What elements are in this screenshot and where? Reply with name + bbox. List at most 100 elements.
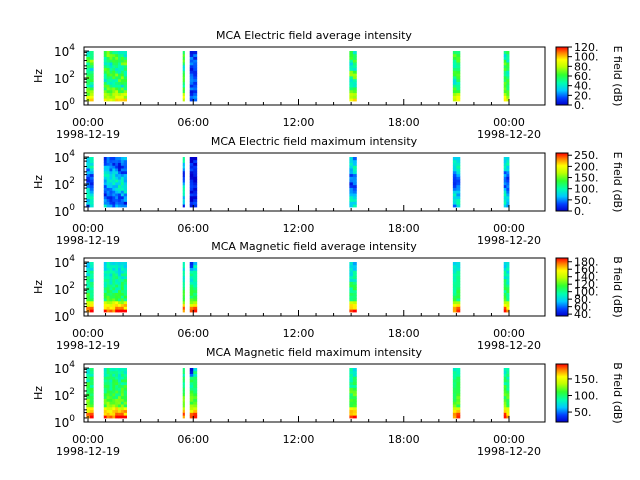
- spectrogram-cell: [189, 264, 194, 268]
- x-tick-label: 12:00: [283, 116, 315, 129]
- spectrogram-cell: [506, 390, 510, 394]
- spectrogram-cell: [115, 198, 119, 202]
- spectrogram-cell: [503, 201, 507, 205]
- spectrogram-cell: [352, 204, 357, 208]
- spectrogram-cell: [452, 64, 457, 69]
- spectrogram-cell: [352, 64, 357, 69]
- spectrogram-cell: [123, 300, 127, 305]
- spectrogram-cell: [89, 300, 94, 305]
- colorbar-tick-label: 0.: [574, 205, 585, 218]
- spectrogram-cell: [352, 292, 357, 296]
- spectrogram-cell: [182, 373, 185, 377]
- spectrogram-cell: [109, 159, 113, 163]
- spectrogram-cell: [193, 89, 198, 94]
- spectrogram-cell: [349, 387, 354, 391]
- spectrogram-cell: [503, 406, 507, 411]
- spectrogram-cell: [103, 368, 108, 372]
- spectrogram-cell: [89, 187, 94, 191]
- spectrogram-cell: [452, 404, 457, 408]
- spectrogram-cell: [452, 73, 457, 77]
- spectrogram-cell: [103, 384, 108, 388]
- spectrogram-cell: [115, 284, 119, 288]
- spectrogram-cell: [503, 298, 507, 302]
- spectrogram-cell: [193, 401, 198, 405]
- spectrogram-cell: [120, 281, 125, 285]
- y-tick-exponent: 4: [69, 149, 75, 159]
- spectrogram-cell: [452, 412, 457, 416]
- spectrogram-cell: [118, 395, 122, 399]
- spectrogram-cell: [503, 292, 507, 296]
- spectrogram-cell: [89, 267, 94, 271]
- spectrogram-cell: [182, 182, 185, 186]
- spectrogram-cell: [86, 95, 91, 99]
- spectrogram-cell: [103, 387, 108, 391]
- spectrogram-cell: [89, 376, 94, 380]
- spectrogram-cell: [506, 381, 510, 386]
- y-axis-label: Hz: [32, 69, 45, 83]
- spectrogram-cell: [103, 159, 108, 163]
- spectrogram-cell: [112, 204, 116, 208]
- spectrogram-cell: [89, 78, 94, 82]
- spectrogram-cell: [456, 170, 461, 175]
- spectrogram-cell: [182, 306, 185, 310]
- spectrogram-cell: [506, 393, 510, 397]
- spectrogram-cell: [352, 267, 357, 271]
- spectrogram-cell: [120, 182, 125, 186]
- spectrogram-cell: [503, 173, 507, 177]
- spectrogram-cell: [352, 201, 357, 205]
- spectrogram-cell: [352, 289, 357, 293]
- spectrogram-cell: [103, 168, 108, 172]
- x-tick-label: 00:00: [493, 433, 525, 446]
- spectrogram-cell: [349, 415, 354, 419]
- spectrogram-cell: [193, 292, 198, 296]
- spectrogram-cells: [86, 157, 510, 208]
- spectrogram-cell: [86, 398, 91, 402]
- spectrogram-cell: [503, 278, 507, 282]
- colorbar: [555, 257, 569, 317]
- spectrogram-cell: [123, 84, 127, 88]
- spectrogram-cell: [349, 303, 354, 307]
- spectrogram-cell: [503, 78, 507, 82]
- spectrogram-cell: [452, 62, 457, 66]
- spectrogram-cell: [503, 179, 507, 183]
- spectrogram-cell: [109, 76, 113, 80]
- spectrogram-cell: [189, 395, 194, 399]
- spectrogram-cell: [352, 159, 357, 163]
- y-tick-base: 10: [54, 310, 69, 324]
- spectrogram-cell: [103, 406, 108, 411]
- spectrogram-cell: [106, 264, 110, 268]
- spectrogram-cell: [106, 81, 110, 85]
- spectrogram-cell: [103, 173, 108, 177]
- spectrogram-cell: [182, 198, 185, 202]
- spectrogram-cell: [193, 406, 198, 411]
- spectrogram-cell: [123, 162, 127, 166]
- spectrogram-cell: [456, 187, 461, 191]
- spectrogram-cell: [112, 281, 116, 285]
- spectrogram-cell: [352, 187, 357, 191]
- spectrogram-cell: [452, 270, 457, 274]
- x-tick-label: 00:00: [493, 222, 525, 235]
- spectrogram-cell: [349, 92, 354, 96]
- spectrogram-cell: [503, 303, 507, 307]
- spectrogram-cell: [109, 390, 113, 394]
- spectrogram-cell: [106, 84, 110, 88]
- spectrogram-cell: [123, 368, 127, 372]
- spectrogram-cell: [106, 198, 110, 202]
- spectrogram-cell: [503, 287, 507, 291]
- spectrogram-cell: [503, 73, 507, 77]
- spectrogram-cell: [115, 409, 119, 413]
- spectrogram-cell: [109, 204, 113, 208]
- spectrogram-cell: [115, 92, 119, 96]
- spectrogram-cell: [456, 165, 461, 169]
- spectrogram-cell: [86, 303, 91, 307]
- spectrogram-cell: [118, 51, 122, 55]
- spectrogram-cell: [118, 298, 122, 302]
- spectrogram-cell: [118, 56, 122, 60]
- spectrogram-cell: [89, 173, 94, 177]
- spectrogram-cell: [112, 193, 116, 197]
- spectrogram-cell: [118, 415, 122, 419]
- spectrogram-cell: [123, 406, 127, 411]
- y-tick-label: 102: [54, 387, 75, 403]
- spectrogram-cell: [349, 401, 354, 405]
- spectrogram-cell: [103, 376, 108, 380]
